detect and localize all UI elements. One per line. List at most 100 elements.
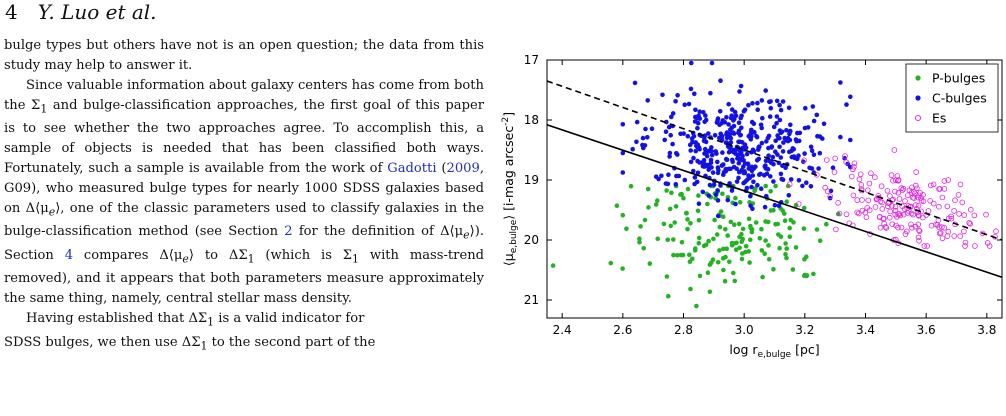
data-point <box>832 155 839 162</box>
data-point <box>913 169 920 175</box>
data-point <box>854 209 861 216</box>
data-point <box>809 148 815 153</box>
data-point <box>921 243 928 249</box>
data-point <box>702 133 708 138</box>
x-tick-label: 3.4 <box>856 323 875 337</box>
data-point <box>722 278 728 284</box>
data-point <box>728 127 733 132</box>
data-point <box>801 226 807 231</box>
data-point <box>749 119 755 125</box>
data-point <box>906 187 913 194</box>
citation-link-gadotti[interactable]: Gadotti <box>387 161 437 177</box>
data-point <box>663 129 669 134</box>
data-point <box>993 228 999 235</box>
data-point <box>788 177 794 182</box>
citation-link-year[interactable]: 2009 <box>446 161 480 177</box>
data-point <box>746 103 751 108</box>
data-point <box>777 144 782 150</box>
data-point <box>762 204 768 210</box>
data-point <box>637 239 642 245</box>
data-point <box>709 152 715 158</box>
data-point <box>782 211 787 216</box>
data-point <box>784 128 789 133</box>
legend: P-bulges C-bulges Es <box>905 63 999 133</box>
data-point <box>909 184 915 191</box>
data-point <box>632 80 638 86</box>
data-point <box>687 259 693 265</box>
data-point <box>733 247 739 252</box>
data-point <box>936 224 942 230</box>
data-point <box>782 218 788 223</box>
data-point <box>697 109 702 114</box>
data-point <box>939 194 946 201</box>
data-point <box>780 149 786 154</box>
data-point <box>736 175 741 181</box>
data-point <box>688 220 693 226</box>
data-point <box>726 101 731 107</box>
data-point <box>749 184 754 190</box>
data-point <box>880 215 887 222</box>
data-point <box>664 119 669 125</box>
data-point <box>749 168 755 174</box>
data-point <box>763 219 768 224</box>
data-point <box>948 213 954 220</box>
data-point <box>706 193 712 198</box>
data-point <box>785 135 791 141</box>
section-link-4[interactable]: 4 <box>64 247 74 263</box>
data-point <box>814 112 820 118</box>
data-point <box>768 99 773 104</box>
data-point <box>701 110 706 115</box>
data-point <box>688 148 693 153</box>
data-point <box>915 221 922 228</box>
data-point <box>715 198 721 203</box>
data-point <box>760 274 765 280</box>
data-point <box>740 226 746 232</box>
data-point <box>736 160 742 166</box>
data-point <box>939 224 945 230</box>
section-link-2[interactable]: 2 <box>284 224 293 240</box>
data-point <box>737 245 742 251</box>
data-point <box>848 94 853 100</box>
data-point <box>685 226 690 232</box>
data-point <box>645 98 650 103</box>
data-point <box>759 226 764 232</box>
data-point <box>763 166 769 171</box>
data-point <box>862 209 869 216</box>
data-point <box>864 187 871 194</box>
data-point <box>746 216 752 222</box>
data-point <box>673 204 679 209</box>
data-point <box>692 175 698 180</box>
data-point <box>948 215 955 222</box>
data-point <box>744 185 750 191</box>
data-point <box>900 185 907 192</box>
data-point <box>962 243 968 249</box>
data-point <box>608 260 614 266</box>
data-point <box>731 123 737 129</box>
data-point <box>966 220 973 226</box>
data-point <box>898 224 905 231</box>
data-point <box>685 217 690 222</box>
data-point <box>716 167 721 173</box>
data-point <box>696 235 702 241</box>
data-point <box>714 232 720 237</box>
data-point <box>731 118 736 123</box>
data-point <box>673 99 678 104</box>
data-point <box>768 174 773 179</box>
data-point <box>786 181 793 188</box>
data-point <box>780 99 786 104</box>
data-point <box>909 225 915 231</box>
axes: 2.4 2.6 2.8 3.0 3.2 3.4 3.6 3.8 17 18 19 20 21 log re… <box>501 53 1003 360</box>
data-point <box>890 177 896 184</box>
data-point <box>720 191 725 197</box>
data-point <box>717 122 722 128</box>
data-point <box>749 227 755 232</box>
data-point <box>715 213 721 219</box>
data-point <box>728 136 734 141</box>
data-point <box>774 98 780 104</box>
data-point <box>784 199 789 204</box>
data-point <box>732 222 737 227</box>
data-point <box>820 136 825 141</box>
data-point <box>667 150 673 156</box>
data-points <box>550 60 999 309</box>
data-point <box>694 143 699 148</box>
